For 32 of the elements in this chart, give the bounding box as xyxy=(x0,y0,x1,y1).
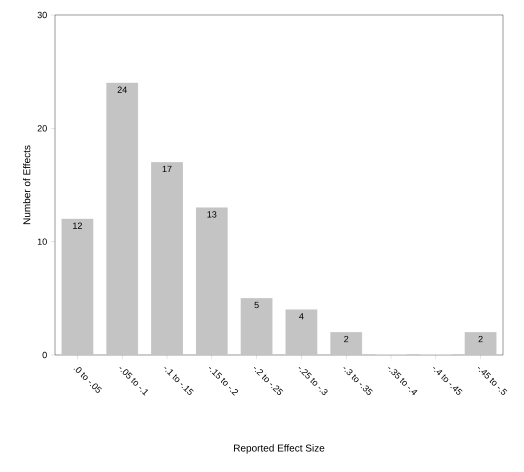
y-axis-title: Number of Effects xyxy=(22,145,30,224)
x-tick-label: -.4 to -.45 xyxy=(433,366,463,395)
data-label: 2 xyxy=(344,336,348,342)
bar xyxy=(106,82,138,355)
data-label: 24 xyxy=(118,86,127,93)
bar xyxy=(330,332,362,355)
data-label: 17 xyxy=(162,166,172,172)
data-label: 5 xyxy=(254,302,259,308)
x-tick-label: -.1 to -.15 xyxy=(164,366,194,395)
data-label: 13 xyxy=(207,211,216,218)
data-label: 2 xyxy=(478,336,483,342)
bar xyxy=(464,332,496,355)
y-tick-label: 20 xyxy=(38,125,47,132)
y-tick-label: 10 xyxy=(38,238,47,245)
y-tick-label: 30 xyxy=(38,12,47,18)
x-tick-label: .0 to -.05 xyxy=(74,367,102,393)
x-axis-title: Reported Effect Size xyxy=(234,444,324,454)
bar xyxy=(240,298,272,355)
x-tick-label: -.15 to -.2 xyxy=(209,367,238,396)
y-tick-label: 0 xyxy=(42,352,47,358)
x-tick-label: -.2 to -.25 xyxy=(254,367,284,395)
x-tick-label: -.35 to -.4 xyxy=(388,367,418,396)
x-tick-label: -.45 to -.5 xyxy=(478,366,508,395)
x-tick-label: -.3 to -.35 xyxy=(343,367,373,395)
bar xyxy=(62,218,94,355)
data-label: 4 xyxy=(299,313,304,320)
x-tick-label: -.25 to -.3 xyxy=(298,367,328,396)
data-label: 12 xyxy=(73,222,82,229)
bar xyxy=(286,309,318,355)
bar xyxy=(196,207,228,355)
x-tick-label: -.05 to -.1 xyxy=(119,367,148,396)
bar xyxy=(151,162,183,355)
